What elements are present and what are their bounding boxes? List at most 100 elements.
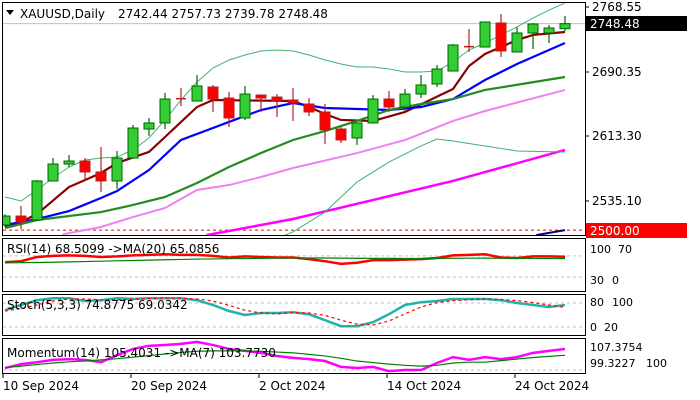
- price-tick: 2690.35: [592, 65, 642, 79]
- bear-candle: [79, 158, 91, 180]
- momentum-series-momentum_ma: [4, 350, 566, 369]
- price-tick: 2768.55: [592, 0, 642, 14]
- stoch-tick: 0: [590, 321, 597, 334]
- bull-candle: [111, 150, 123, 189]
- candle-body: [3, 215, 11, 226]
- bear-candle: [223, 91, 235, 128]
- momentum-tick: 99.3227: [590, 357, 636, 370]
- bear-candle: [271, 94, 283, 117]
- current-price-text: 2748.48: [590, 17, 640, 31]
- candle-body: [559, 23, 571, 30]
- indicator-plots: [3, 253, 585, 373]
- bear-candle: [464, 28, 474, 52]
- overlay-line-ma_green: [4, 75, 566, 230]
- bull-candle: [159, 92, 171, 130]
- bull-candle: [511, 26, 523, 53]
- time-axis[interactable]: 10 Sep 2024 20 Sep 2024 2 Oct 2024 14 Oct 2…: [2, 373, 589, 393]
- time-label: 14 Oct 2024: [387, 379, 461, 393]
- bear-candle: [319, 104, 331, 144]
- bull-candle: [431, 65, 443, 87]
- candle-body: [495, 22, 507, 52]
- bear-candle: [95, 146, 107, 193]
- bull-candle: [543, 24, 555, 44]
- candle-body: [31, 180, 43, 221]
- candle-body: [127, 127, 139, 159]
- candle-body: [511, 32, 523, 53]
- candle-body: [399, 93, 411, 108]
- overlay-line-ma_fast: [4, 30, 566, 228]
- main-panel-frame: [2, 2, 586, 236]
- candle-body: [367, 98, 379, 124]
- bull-candle: [47, 158, 59, 182]
- candle-body: [383, 98, 395, 108]
- bull-candle: [367, 95, 379, 124]
- bull-candle: [63, 155, 75, 168]
- time-label: 2 Oct 2024: [259, 379, 326, 393]
- candle-body: [447, 44, 459, 72]
- bull-candle: [31, 179, 43, 222]
- rsi-series-rsi_ma: [4, 257, 566, 264]
- bull-candle: [143, 117, 155, 137]
- stoch-panel-frame: [2, 294, 586, 336]
- bull-candle: [191, 75, 203, 102]
- momentum-series-momentum: [4, 340, 566, 373]
- bear-candle: [255, 94, 267, 112]
- price-axis[interactable]: 2768.55 2690.35 2613.30 2535.10 2748.48 …: [585, 0, 687, 238]
- bear-candle: [176, 87, 186, 107]
- overlay-line-band: [4, 3, 566, 202]
- bull-candle: [351, 122, 363, 145]
- candle-body: [95, 171, 107, 182]
- bull-candle: [3, 214, 11, 227]
- time-label: 10 Sep 2024: [3, 379, 79, 393]
- candle-body: [479, 21, 491, 48]
- candle-body: [239, 93, 251, 119]
- candle-body: [319, 111, 331, 131]
- overlay-line-ma_magenta: [206, 148, 566, 235]
- level-price-label: [586, 223, 687, 238]
- candle-body: [271, 96, 283, 102]
- bull-candle: [447, 44, 459, 72]
- candle-body: [63, 160, 75, 165]
- bear-candle: [303, 98, 315, 116]
- candle-body: [111, 157, 123, 182]
- bear-candle: [287, 87, 299, 121]
- candle-body: [335, 128, 347, 141]
- current-price-label: [586, 16, 687, 31]
- overlay-line-ma_violet: [62, 89, 566, 235]
- momentum-panel-frame: [2, 338, 586, 374]
- candle-body: [79, 160, 91, 173]
- overlay-line-ma_navy: [536, 229, 566, 235]
- bear-candle: [495, 14, 507, 57]
- triangle-down-icon[interactable]: [6, 10, 14, 15]
- stoch-title: Stoch(5,3,3) 74.8775 69.0342: [7, 298, 188, 312]
- rsi-tick: 70: [618, 243, 632, 256]
- bear-candle: [335, 127, 347, 143]
- candle-body: [223, 97, 235, 119]
- candle-body: [47, 163, 59, 182]
- bull-candle: [399, 88, 411, 112]
- overlay-line-ma_blue: [4, 42, 566, 227]
- bull-candle: [415, 75, 427, 99]
- candle-body: [143, 122, 155, 130]
- candle-body: [191, 85, 203, 102]
- rsi-tick: 30: [590, 274, 604, 287]
- price-tick: 2613.30: [592, 129, 642, 143]
- candle-body: [527, 23, 539, 34]
- rsi-series-rsi: [4, 253, 566, 266]
- candle-body: [543, 27, 555, 34]
- bull-candle: [239, 85, 251, 120]
- candle-body: [255, 94, 267, 99]
- rsi-tick: 100: [590, 243, 611, 256]
- candle-body: [159, 98, 171, 124]
- bull-candle: [527, 22, 539, 50]
- candle-body: [303, 103, 315, 113]
- momentum-title: Momentum(14) 105.4031 ->MA(7) 103.7730: [7, 346, 276, 360]
- bull-candle: [479, 21, 491, 48]
- price-tick: 2535.10: [592, 194, 642, 208]
- bear-candle: [207, 84, 219, 112]
- candle-body: [15, 215, 27, 223]
- candle-body: [287, 99, 299, 104]
- rsi-panel-frame: [2, 238, 586, 292]
- bear-candle: [15, 205, 27, 229]
